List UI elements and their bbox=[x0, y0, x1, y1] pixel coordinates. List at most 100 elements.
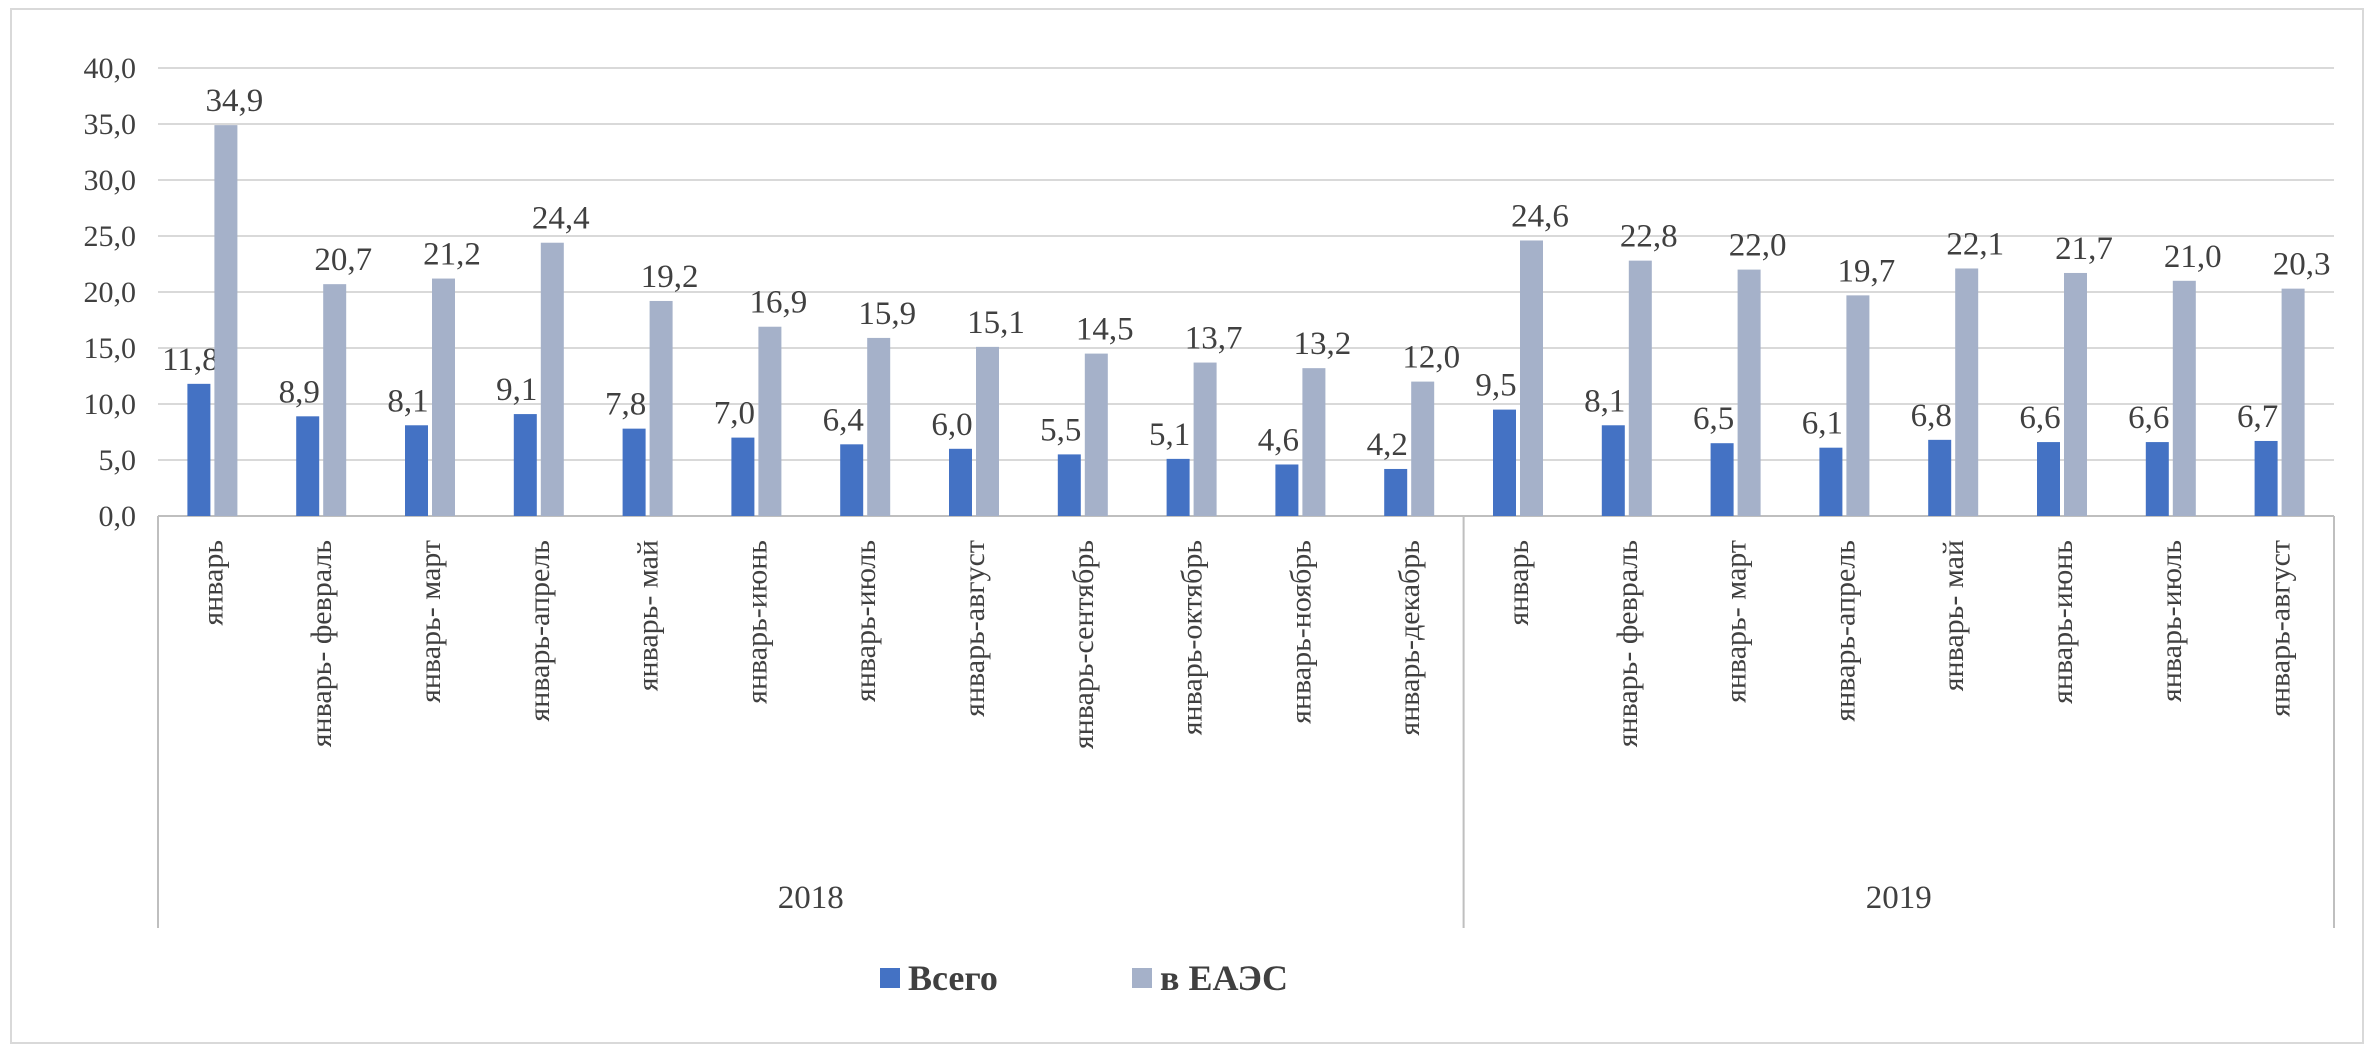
bar-total bbox=[840, 444, 864, 516]
x-tick-label: январь-апрель bbox=[523, 540, 556, 722]
data-label: 11,8 bbox=[162, 342, 219, 378]
bar-eaeu bbox=[1846, 295, 1870, 516]
y-tick-label: 35,0 bbox=[84, 108, 137, 141]
x-tick-label: январь-декабрь bbox=[1393, 540, 1426, 736]
bar-eaeu bbox=[1520, 240, 1543, 517]
bar-eaeu bbox=[2281, 288, 2305, 516]
bar-eaeu bbox=[1084, 353, 1108, 516]
x-tick-label: январь- март bbox=[1720, 540, 1753, 703]
data-label: 21,7 bbox=[2055, 231, 2113, 267]
data-label: 6,6 bbox=[2128, 400, 2169, 436]
data-label: 8,1 bbox=[1584, 383, 1625, 419]
bar-total bbox=[405, 425, 428, 516]
legend-label: Всего bbox=[908, 958, 998, 998]
year-label: 2018 bbox=[778, 880, 844, 916]
y-tick-label: 30,0 bbox=[84, 164, 137, 197]
bar-total bbox=[1493, 409, 1516, 516]
data-label: 6,6 bbox=[2019, 400, 2060, 436]
data-label: 6,4 bbox=[823, 402, 864, 438]
bar-eaeu bbox=[758, 326, 782, 516]
bar-total bbox=[187, 383, 211, 516]
data-label: 13,7 bbox=[1185, 321, 1243, 357]
bar-eaeu bbox=[323, 284, 347, 516]
chart-area: 0,0 5,0 10,0 15,0 20,0 25,0 30,0 35,0 40,0 11,8 8,… bbox=[10, 8, 2364, 1044]
data-label: 13,2 bbox=[1294, 326, 1352, 362]
bar-eaeu bbox=[540, 242, 564, 516]
bar-eaeu bbox=[2064, 272, 2087, 516]
data-label: 7,8 bbox=[605, 387, 646, 423]
data-label: 8,9 bbox=[279, 374, 320, 410]
x-tick-label: январь- февраль bbox=[305, 540, 338, 747]
x-tick-label: январь-сентябрь bbox=[1067, 540, 1100, 749]
data-label: 8,1 bbox=[387, 383, 428, 419]
data-label: 19,7 bbox=[1838, 253, 1896, 289]
data-label: 16,9 bbox=[750, 285, 808, 321]
bar-total bbox=[2037, 442, 2060, 516]
bar-total bbox=[1819, 447, 1843, 516]
data-label: 6,7 bbox=[2237, 399, 2278, 435]
data-label: 6,1 bbox=[1802, 406, 1843, 442]
bar-total bbox=[1928, 439, 1952, 516]
bar-eaeu bbox=[214, 125, 238, 517]
bar-total bbox=[1384, 468, 1408, 516]
x-tick-label: январь-июнь bbox=[2046, 540, 2079, 704]
bar-total bbox=[731, 437, 755, 516]
x-tick-label: январь-август bbox=[958, 540, 991, 717]
x-tick-label: январь- май bbox=[632, 540, 665, 691]
data-label: 20,3 bbox=[2273, 247, 2331, 283]
data-label: 15,1 bbox=[967, 305, 1025, 341]
x-tick-label: январь-июль bbox=[2155, 540, 2188, 702]
bar-total bbox=[2254, 440, 2278, 516]
bar-total bbox=[296, 416, 320, 516]
bar-total bbox=[1166, 458, 1190, 516]
data-label: 15,9 bbox=[858, 296, 916, 332]
bar-eaeu bbox=[1193, 362, 1217, 516]
data-label: 21,0 bbox=[2164, 239, 2222, 275]
bar-total bbox=[2145, 442, 2169, 516]
bar-total bbox=[622, 428, 646, 516]
data-label: 4,6 bbox=[1258, 422, 1299, 458]
data-label: 6,5 bbox=[1693, 401, 1734, 437]
y-tick-label: 10,0 bbox=[84, 388, 137, 421]
data-label: 34,9 bbox=[206, 83, 264, 119]
y-tick-label: 40,0 bbox=[84, 52, 137, 85]
x-tick-label: январь-октябрь bbox=[1176, 540, 1209, 735]
data-label: 9,1 bbox=[496, 372, 537, 408]
data-label: 9,5 bbox=[1475, 368, 1516, 404]
bar-eaeu bbox=[1737, 269, 1761, 516]
bar-total bbox=[1710, 443, 1734, 516]
data-label: 4,2 bbox=[1367, 427, 1408, 463]
bar-eaeu bbox=[1955, 268, 1979, 516]
data-label: 20,7 bbox=[314, 242, 372, 278]
legend-label: в ЕАЭС bbox=[1160, 958, 1288, 998]
data-label: 21,2 bbox=[423, 237, 481, 273]
bar-total bbox=[949, 448, 972, 516]
bar-eaeu bbox=[2172, 280, 2196, 516]
bar-eaeu bbox=[1411, 381, 1435, 516]
data-label: 6,8 bbox=[1911, 398, 1952, 434]
y-tick-label: 0,0 bbox=[99, 500, 137, 533]
legend-swatch bbox=[880, 968, 900, 988]
bar-chart: 0,0 5,0 10,0 15,0 20,0 25,0 30,0 35,0 40,0 11,8 8,… bbox=[84, 52, 2335, 998]
bar-eaeu bbox=[1628, 260, 1652, 516]
x-tick-label: январь bbox=[196, 540, 229, 626]
data-label: 14,5 bbox=[1076, 312, 1134, 348]
x-tick-label: январь bbox=[1502, 540, 1535, 626]
data-label: 22,1 bbox=[1946, 226, 2004, 262]
x-tick-label: январь- май bbox=[1937, 540, 1970, 691]
bar-total bbox=[1275, 464, 1299, 516]
x-tick-label: январь-апрель bbox=[1828, 540, 1861, 722]
x-tick-label: январь-июнь bbox=[740, 540, 773, 704]
year-label: 2019 bbox=[1866, 880, 1932, 916]
x-tick-label: январь-ноябрь bbox=[1284, 540, 1317, 724]
y-tick-label: 20,0 bbox=[84, 276, 137, 309]
data-label: 12,0 bbox=[1402, 340, 1460, 376]
bar-total bbox=[1057, 454, 1081, 516]
y-tick-label: 25,0 bbox=[84, 220, 137, 253]
bar-eaeu bbox=[649, 300, 673, 516]
data-label: 22,0 bbox=[1729, 228, 1787, 264]
data-label: 19,2 bbox=[641, 259, 699, 295]
data-label: 6,0 bbox=[931, 407, 972, 443]
bar-total bbox=[513, 414, 537, 516]
y-tick-label: 5,0 bbox=[99, 444, 137, 477]
